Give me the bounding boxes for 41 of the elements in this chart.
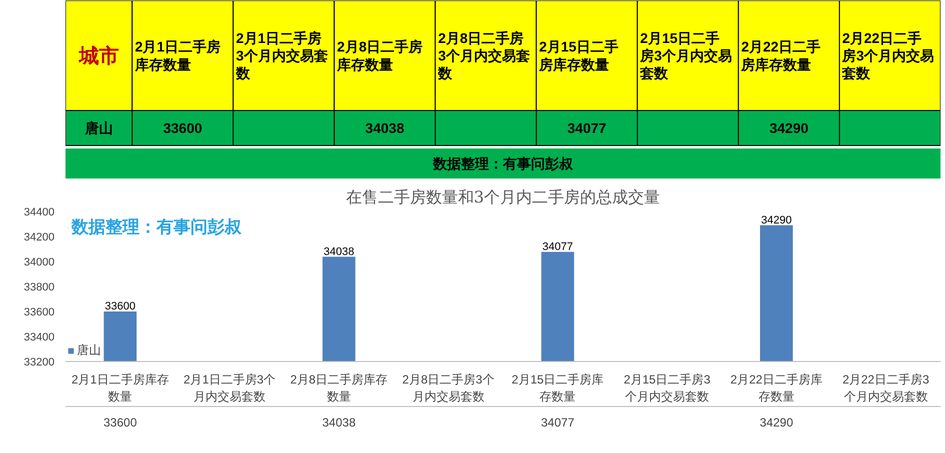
x-tick-label: 2月22日二手房库存数量 xyxy=(730,372,822,404)
y-tick-label: 34400 xyxy=(24,206,55,218)
y-tick-label: 33400 xyxy=(24,332,55,344)
text: 34290 xyxy=(769,120,808,136)
y-tick-label: 33800 xyxy=(24,282,55,294)
category-label: 2月1日二手房3个月内交易套数 xyxy=(234,30,328,82)
data-label: 34077 xyxy=(541,416,575,430)
text: 34077 xyxy=(542,240,573,253)
category-label: 2月8日二手房3个月内交易套数 xyxy=(437,30,530,82)
category-label: 2月1日二手房库存数量 xyxy=(134,38,221,72)
text: 34290 xyxy=(761,214,792,226)
text: 33600 xyxy=(104,300,136,312)
text: 34038 xyxy=(324,246,354,258)
x-tick-label: 2月1日二手房库存数量 xyxy=(72,372,169,404)
text: 33600 xyxy=(163,120,202,136)
legend-label: 唐山 xyxy=(77,342,101,359)
category-label: 2月15日二手房3个月内交易套数 xyxy=(639,30,732,82)
data-label: 34290 xyxy=(760,416,794,430)
data-label: 34038 xyxy=(322,416,356,430)
x-tick-label: 2月15日二手房库存数量 xyxy=(512,372,604,404)
x-tick-label: 2月15日二手房3个月内交易套数 xyxy=(624,372,711,404)
category-label: 2月22日二手房3个月内交易套数 xyxy=(841,30,934,82)
y-tick-label: 34000 xyxy=(24,256,55,268)
x-tick-label: 2月8日二手房3个月内交易套数 xyxy=(402,372,494,404)
category-label: 2月8日二手房库存数量 xyxy=(336,38,423,72)
text: 34077 xyxy=(567,120,606,136)
text: 数据整理：有事问彭叔 xyxy=(432,156,574,172)
y-tick-label: 33600 xyxy=(24,306,55,318)
y-tick-label: 33200 xyxy=(24,356,55,368)
annotation: 数据整理：有事问彭叔 xyxy=(70,218,242,238)
category-label: 2月22日二手房库存数量 xyxy=(740,38,821,72)
x-tick-label: 2月8日二手房库存数量 xyxy=(290,372,388,404)
x-tick-label: 2月22日二手房3个月内交易套数 xyxy=(842,372,930,404)
text: 城市 xyxy=(78,44,119,68)
text: 34038 xyxy=(365,120,404,136)
chart-title: 在售二手房数量和3个月内二手房的总成交量 xyxy=(346,188,660,206)
x-tick-label: 2月1日二手房3个月内交易套数 xyxy=(184,372,276,404)
category-label: 唐山 xyxy=(84,120,113,136)
data-label: 33600 xyxy=(104,416,138,430)
category-label: 2月15日二手房库存数量 xyxy=(538,38,618,72)
y-tick-label: 34200 xyxy=(24,232,55,244)
